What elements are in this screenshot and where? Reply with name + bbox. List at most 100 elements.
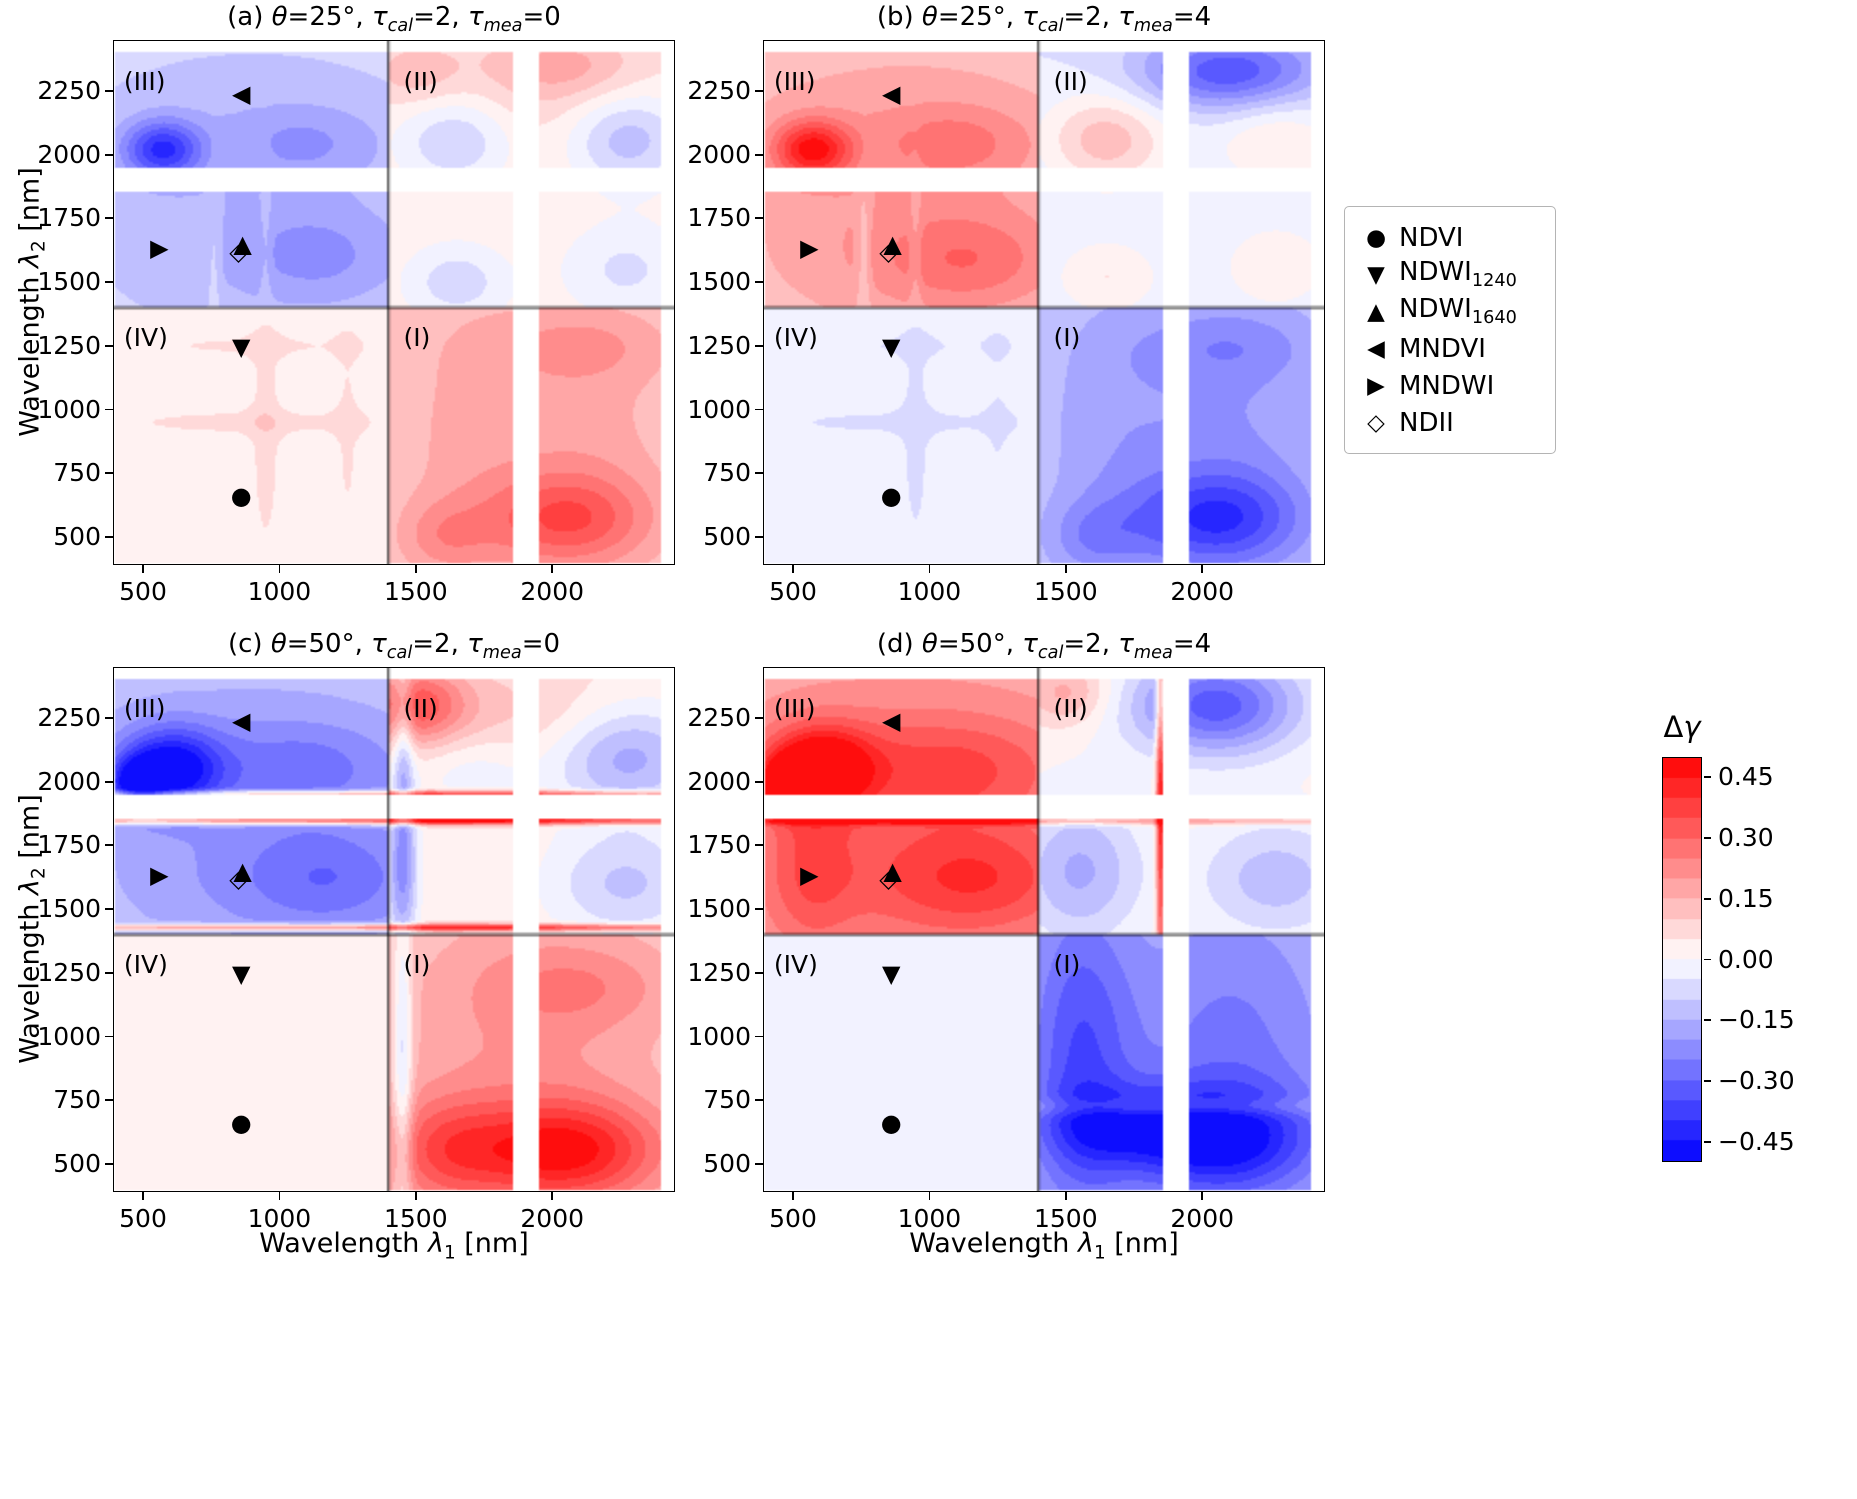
legend-item-ndwi1240: ▼ NDWI1240 — [1353, 256, 1549, 293]
filled-triangle-up-icon: ▲ — [1367, 298, 1385, 325]
marker-mndwi-icon: ▶ — [800, 233, 819, 262]
y-tick — [755, 217, 763, 220]
x-tick-label: 500 — [119, 1204, 167, 1233]
y-tick — [105, 844, 113, 847]
y-tick-label: 1000 — [37, 1021, 101, 1051]
y-tick — [105, 1099, 113, 1102]
colorbar-tick — [1704, 1019, 1711, 1022]
legend-item-ndwi1640: ▲ NDWI1640 — [1353, 293, 1549, 330]
y-tick-label: 1750 — [37, 830, 101, 860]
y-tick-label: 1250 — [37, 330, 101, 360]
y-tick — [755, 536, 763, 538]
quadrant-label: (III) — [123, 693, 166, 723]
x-tick-label: 1000 — [897, 1204, 962, 1233]
x-tick-label: 1000 — [247, 1204, 312, 1233]
x-axis-label-left: Wavelength λ1 [nm] — [259, 1228, 529, 1264]
lambda-symbol: λ — [1078, 1228, 1094, 1259]
y-tick-label: 1000 — [687, 1021, 751, 1051]
quadrant-label: (I) — [1053, 322, 1081, 352]
x-axis-label-right: Wavelength λ1 [nm] — [909, 1228, 1179, 1264]
y-tick — [755, 344, 763, 347]
y-tick-label: 2000 — [687, 766, 751, 796]
lambda-symbol: λ — [428, 1228, 444, 1259]
y-tick — [755, 90, 763, 92]
x-tick — [792, 565, 794, 573]
marker-mndvi-icon: ◀ — [881, 706, 901, 735]
y-tick-label: 750 — [53, 458, 101, 488]
x-tick — [1064, 1192, 1067, 1200]
panel-d: (d) θ=50°, τcal=2, τmea=4 (III) (II) (IV) (I… — [687, 629, 1325, 1233]
legend-item-ndii: ◇ NDII — [1353, 404, 1549, 441]
y-tick — [755, 1099, 763, 1102]
colorbar-title: Δγ — [1663, 710, 1701, 744]
x-tick-label: 500 — [769, 577, 817, 606]
x-tick — [1201, 565, 1204, 573]
colorbar-tick — [1704, 1140, 1711, 1143]
quadrant-label: (I) — [403, 949, 431, 979]
y-tick-label: 1250 — [687, 330, 751, 360]
marker-ndwi1640-icon: ▲ — [233, 229, 252, 258]
panel-b: (b) θ=25°, τcal=2, τmea=4 (III) (II) (IV) (I… — [687, 2, 1325, 606]
x-tick — [414, 1192, 417, 1200]
x-tick — [551, 1192, 554, 1200]
panel-title-a: (a) θ=25°, τcal=2, τmea=0 — [227, 2, 561, 37]
quadrant-label: (I) — [1053, 949, 1081, 979]
marker-ndwi1240-icon: ▼ — [231, 960, 251, 989]
y-tick-label: 1000 — [687, 394, 751, 424]
x-tick-label: 500 — [769, 1204, 817, 1233]
legend-label: MNDVI — [1399, 333, 1486, 364]
y-tick — [755, 717, 763, 719]
marker-ndwi1240-icon: ▼ — [231, 333, 251, 362]
colorbar-tick-label: 0.30 — [1718, 823, 1774, 852]
x-tick — [278, 1192, 281, 1200]
x-tick-label: 2000 — [520, 577, 585, 606]
colorbar-tick-label: 0.00 — [1718, 944, 1774, 974]
quadrant-label: (IV) — [123, 949, 168, 979]
marker-mndvi-icon: ◀ — [881, 79, 901, 108]
marker-mndwi-icon: ▶ — [800, 860, 819, 889]
colorbar-tick-label: −0.15 — [1718, 1005, 1795, 1035]
y-tick-label: 750 — [703, 1085, 751, 1115]
colorbar-gradient — [1662, 757, 1702, 1162]
x-tick — [928, 565, 931, 573]
quadrant-label: (IV) — [123, 322, 168, 352]
y-tick-label: 1750 — [687, 830, 751, 860]
y-tick — [755, 1163, 763, 1165]
marker-ndwi1240-icon: ▼ — [881, 960, 901, 989]
colorbar-tick-label: 0.15 — [1718, 883, 1774, 913]
marker-ndii-icon: ◇ — [879, 237, 898, 266]
y-tick-label: 2000 — [37, 766, 101, 796]
legend: ● NDVI ▼ NDWI1240 ▲ NDWI1640 ◀ MNDVI ▶ MNDWI ◇ NDII — [1344, 206, 1556, 454]
x-tick-label: 2000 — [520, 1204, 585, 1233]
filled-circle-icon: ● — [1365, 224, 1387, 251]
legend-item-mndwi: ▶ MNDWI — [1353, 367, 1549, 404]
colorbar-tick — [1704, 1080, 1711, 1082]
y-tick — [105, 408, 113, 411]
lambda-symbol: λ — [14, 252, 46, 268]
quadrant-label: (IV) — [773, 322, 818, 352]
panel-a: (a) θ=25°, τcal=2, τmea=0 (III) (II) (IV) (I… — [37, 2, 675, 606]
heatmap-b — [763, 40, 1325, 565]
y-tick — [105, 1035, 113, 1038]
x-tick — [278, 565, 281, 573]
y-tick-label: 2250 — [687, 702, 751, 732]
x-tick — [792, 1192, 794, 1200]
y-tick — [105, 908, 113, 910]
y-tick — [105, 780, 113, 783]
heatmap-a — [113, 40, 675, 565]
y-tick — [755, 408, 763, 411]
legend-label: NDVI — [1399, 222, 1464, 253]
colorbar-tick — [1704, 897, 1711, 900]
y-tick-label: 2250 — [687, 75, 751, 105]
y-tick-label: 1500 — [687, 267, 751, 297]
quadrant-label: (I) — [403, 322, 431, 352]
colorbar-tick-label: −0.45 — [1718, 1126, 1795, 1156]
marker-ndvi-icon: ● — [230, 482, 252, 511]
quadrant-label: (II) — [403, 66, 438, 96]
quadrant-label: (II) — [1053, 66, 1088, 96]
y-tick — [105, 153, 113, 156]
x-tick — [142, 565, 144, 573]
y-tick-label: 500 — [53, 521, 101, 551]
quadrant-label: (III) — [773, 693, 816, 723]
